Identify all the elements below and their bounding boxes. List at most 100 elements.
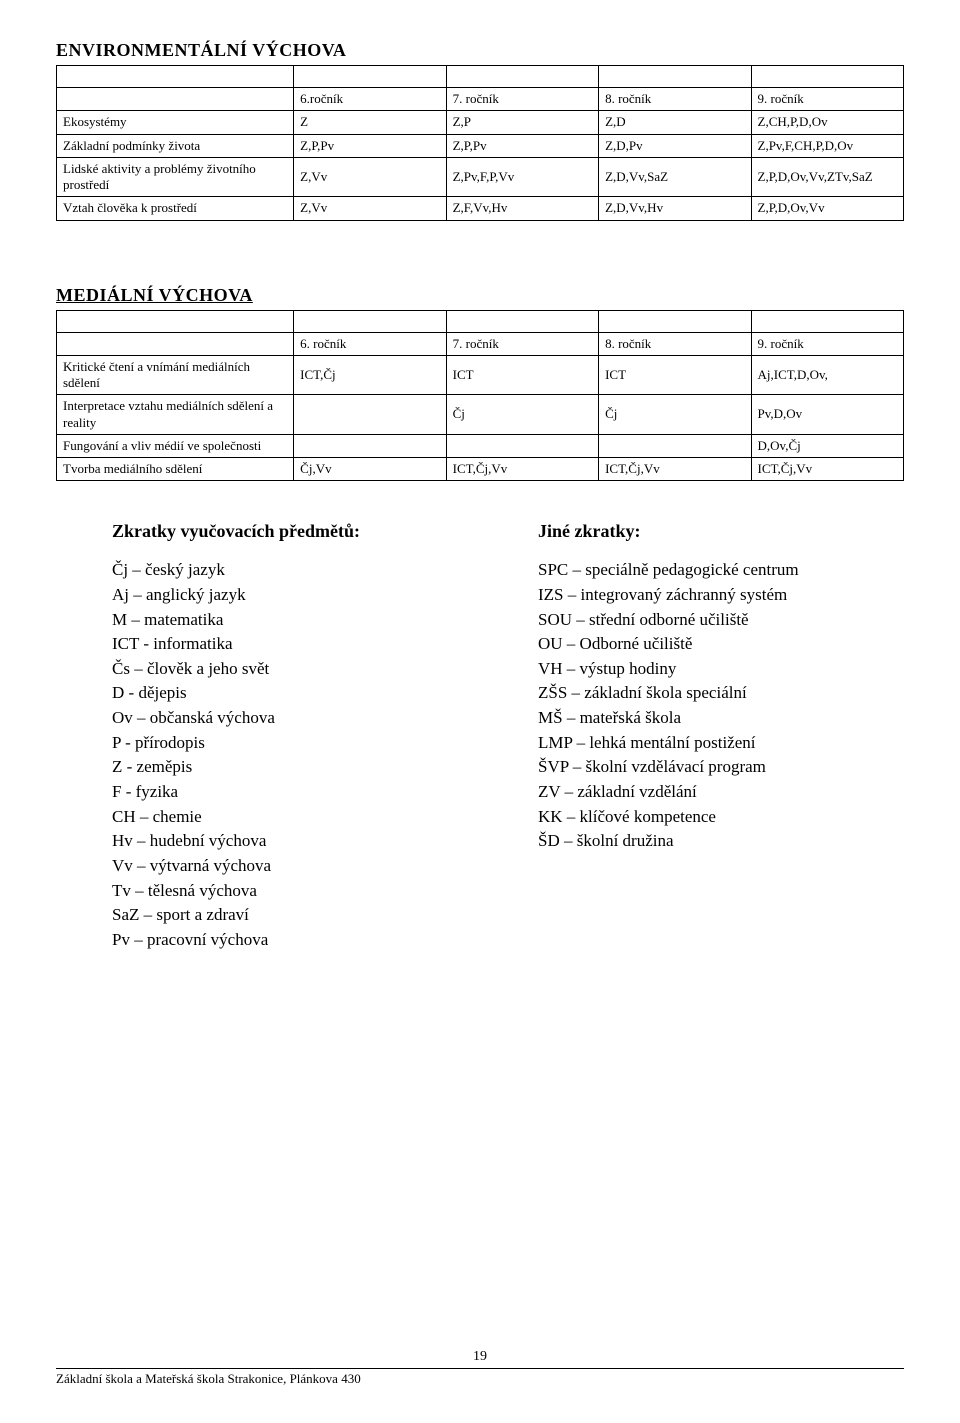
row-label: Kritické čtení a vnímání mediálních sděl… (57, 355, 294, 395)
abbrev-line: Tv – tělesná výchova (112, 879, 478, 904)
header-cell: 9. ročník (751, 88, 903, 111)
row-label: Fungování a vliv médií ve společnosti (57, 434, 294, 457)
abbrev-line: Hv – hudební výchova (112, 829, 478, 854)
abbrev-line: Vv – výtvarná výchova (112, 854, 478, 879)
data-cell: Z,D (599, 111, 751, 134)
abbrev-line: P - přírodopis (112, 731, 478, 756)
empty-cell (57, 66, 294, 88)
empty-cell (446, 310, 598, 332)
empty-cell (446, 66, 598, 88)
data-cell: Z,P,Pv (446, 134, 598, 157)
abbrev-line: ŠVP – školní vzdělávací program (538, 755, 904, 780)
data-cell: Čj,Vv (294, 458, 446, 481)
header-label-cell (57, 332, 294, 355)
data-cell: ICT,Čj,Vv (446, 458, 598, 481)
abbrev-line: ZV – základní vzdělání (538, 780, 904, 805)
data-cell: Z,D,Pv (599, 134, 751, 157)
abbrev-line: VH – výstup hodiny (538, 657, 904, 682)
footer-school: Základní škola a Mateřská škola Strakoni… (56, 1371, 904, 1387)
abbrev-right-list: SPC – speciálně pedagogické centrumIZS –… (538, 558, 904, 854)
data-cell: Z,D,Vv,SaZ (599, 157, 751, 197)
abbrev-line: Čj – český jazyk (112, 558, 478, 583)
abbrev-line: M – matematika (112, 608, 478, 633)
data-cell: D,Ov,Čj (751, 434, 903, 457)
data-cell: ICT,Čj,Vv (599, 458, 751, 481)
row-label: Interpretace vztahu mediálních sdělení a… (57, 395, 294, 435)
row-label: Ekosystémy (57, 111, 294, 134)
data-cell: Čj (446, 395, 598, 435)
abbrev-line: Z - zeměpis (112, 755, 478, 780)
header-cell: 8. ročník (599, 332, 751, 355)
data-cell: Z,F,Vv,Hv (446, 197, 598, 220)
empty-cell (294, 66, 446, 88)
abbrev-line: KK – klíčové kompetence (538, 805, 904, 830)
abbrev-line: Čs – člověk a jeho svět (112, 657, 478, 682)
abbrev-line: SaZ – sport a zdraví (112, 903, 478, 928)
row-label: Lidské aktivity a problémy životního pro… (57, 157, 294, 197)
row-label: Tvorba mediálního sdělení (57, 458, 294, 481)
data-cell: Pv,D,Ov (751, 395, 903, 435)
abbrev-line: IZS – integrovaný záchranný systém (538, 583, 904, 608)
abbrev-line: F - fyzika (112, 780, 478, 805)
data-cell: Z,CH,P,D,Ov (751, 111, 903, 134)
data-cell (294, 434, 446, 457)
data-cell: Z,P (446, 111, 598, 134)
page-number: 19 (0, 1349, 960, 1365)
header-cell: 7. ročník (446, 88, 598, 111)
abbrev-line: Pv – pracovní výchova (112, 928, 478, 953)
empty-cell (751, 310, 903, 332)
abbrev-line: ŠD – školní družina (538, 829, 904, 854)
abbrev-line: Ov – občanská výchova (112, 706, 478, 731)
abbrev-left-list: Čj – český jazykAj – anglický jazykM – m… (112, 558, 478, 952)
data-cell: ICT (599, 355, 751, 395)
row-label: Vztah člověka k prostředí (57, 197, 294, 220)
abbrev-line: SPC – speciálně pedagogické centrum (538, 558, 904, 583)
data-cell (599, 434, 751, 457)
env-title: ENVIRONMENTÁLNÍ VÝCHOVA (56, 40, 904, 61)
data-cell: Z,P,D,Ov,Vv (751, 197, 903, 220)
data-cell: Z,P,D,Ov,Vv,ZTv,SaZ (751, 157, 903, 197)
empty-cell (751, 66, 903, 88)
med-title: MEDIÁLNÍ VÝCHOVA (56, 285, 904, 306)
data-cell: ICT,Čj (294, 355, 446, 395)
abbrev-line: OU – Odborné učiliště (538, 632, 904, 657)
abbrev-line: SOU – střední odborné učiliště (538, 608, 904, 633)
data-cell: Aj,ICT,D,Ov, (751, 355, 903, 395)
header-cell: 6. ročník (294, 332, 446, 355)
header-cell: 7. ročník (446, 332, 598, 355)
med-table: 6. ročník7. ročník8. ročník9. ročník Krit… (56, 310, 904, 482)
empty-cell (599, 310, 751, 332)
empty-cell (294, 310, 446, 332)
data-cell: Z,Vv (294, 157, 446, 197)
abbrev-line: ZŠS – základní škola speciální (538, 681, 904, 706)
empty-cell (57, 310, 294, 332)
header-label-cell (57, 88, 294, 111)
row-label: Základní podmínky života (57, 134, 294, 157)
header-cell: 6.ročník (294, 88, 446, 111)
abbrev-line: Aj – anglický jazyk (112, 583, 478, 608)
data-cell: Z,Vv (294, 197, 446, 220)
abbrev-line: ICT - informatika (112, 632, 478, 657)
data-cell: Z,D,Vv,Hv (599, 197, 751, 220)
abbrev-line: D - dějepis (112, 681, 478, 706)
abbrev-left-heading: Zkratky vyučovacích předmětů: (112, 521, 478, 542)
data-cell: Z,Pv,F,P,Vv (446, 157, 598, 197)
data-cell: ICT (446, 355, 598, 395)
data-cell: Z (294, 111, 446, 134)
abbrev-line: CH – chemie (112, 805, 478, 830)
abbrev-section: Zkratky vyučovacích předmětů: Čj – český… (56, 521, 904, 952)
abbrev-line: MŠ – mateřská škola (538, 706, 904, 731)
abbrev-line: LMP – lehká mentální postižení (538, 731, 904, 756)
footer: Základní škola a Mateřská škola Strakoni… (56, 1368, 904, 1387)
data-cell: ICT,Čj,Vv (751, 458, 903, 481)
empty-cell (599, 66, 751, 88)
data-cell: Čj (599, 395, 751, 435)
data-cell: Z,Pv,F,CH,P,D,Ov (751, 134, 903, 157)
data-cell (446, 434, 598, 457)
data-cell (294, 395, 446, 435)
data-cell: Z,P,Pv (294, 134, 446, 157)
env-table: 6.ročník7. ročník8. ročník9. ročník Ekosy… (56, 65, 904, 221)
header-cell: 9. ročník (751, 332, 903, 355)
abbrev-right-heading: Jiné zkratky: (538, 521, 904, 542)
header-cell: 8. ročník (599, 88, 751, 111)
